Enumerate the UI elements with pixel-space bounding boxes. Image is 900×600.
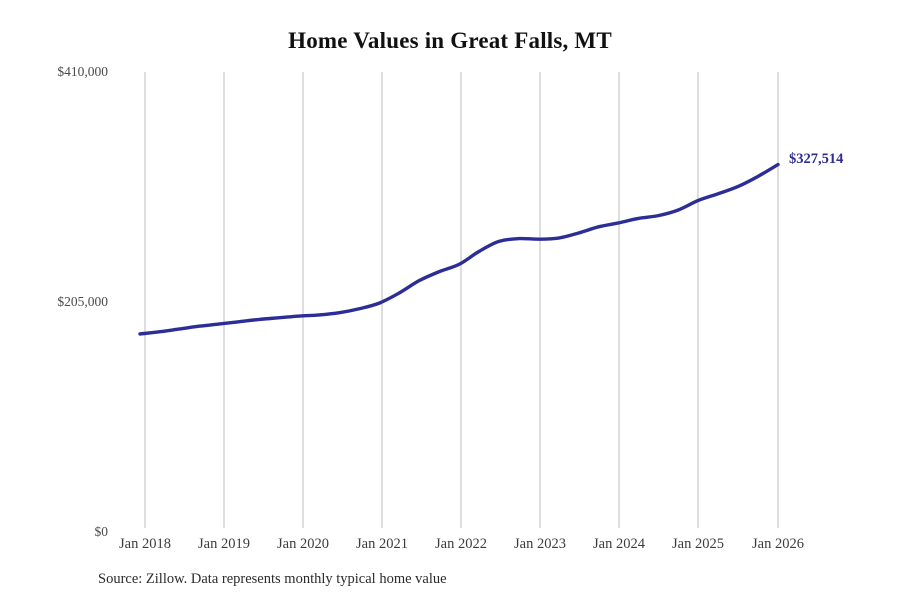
x-axis-tick-jan-2023: Jan 2023 (514, 536, 566, 552)
x-axis-tick-jan-2019: Jan 2019 (198, 536, 250, 552)
vertical-gridlines (144, 72, 779, 528)
x-axis-tick-jan-2026: Jan 2026 (752, 536, 804, 552)
home-value-line (138, 162, 780, 336)
x-axis-tick-jan-2025: Jan 2025 (672, 536, 724, 552)
y-axis-tick-0: $0 (94, 524, 109, 539)
x-axis-tick-jan-2021: Jan 2021 (356, 536, 408, 552)
page-title: Home Values in Great Falls, MT (288, 28, 612, 53)
end-value-annotation: $327,514 (789, 150, 844, 167)
x-axis-tick-jan-2020: Jan 2020 (277, 536, 329, 552)
source-note: Source: Zillow. Data represents monthly … (98, 571, 447, 587)
y-axis-tick-205000: $205,000 (57, 294, 108, 309)
y-axis-tick-410000: $410,000 (57, 64, 108, 79)
x-axis-tick-jan-2024: Jan 2024 (593, 536, 645, 552)
x-axis-tick-jan-2018: Jan 2018 (119, 536, 171, 552)
x-axis-tick-jan-2022: Jan 2022 (435, 536, 487, 552)
